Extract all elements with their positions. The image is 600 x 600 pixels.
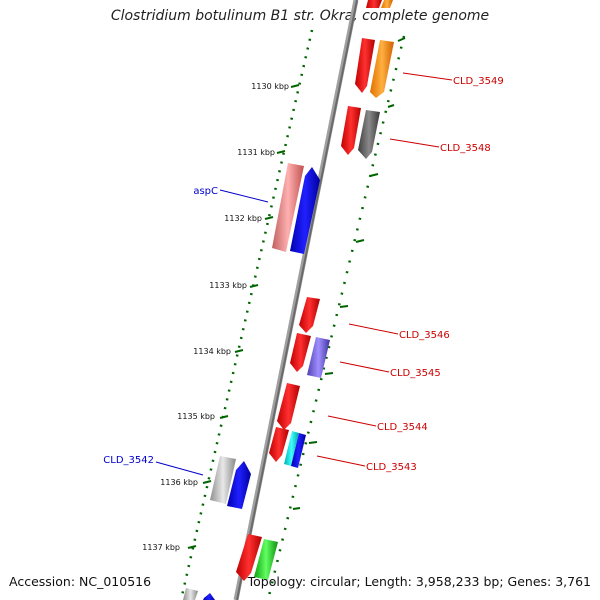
gene-arrow-blue[interactable]	[203, 593, 215, 600]
gene-arrow-red[interactable]	[290, 333, 311, 372]
gene-arrow-cyan[interactable]	[284, 431, 299, 466]
gene-label-cld-3545[interactable]: CLD_3545	[390, 368, 441, 379]
gene-label-cld-3546[interactable]: CLD_3546	[399, 330, 450, 341]
gene-features	[183, 0, 394, 600]
gene-label-cld-3549[interactable]: CLD_3549	[453, 76, 504, 87]
gene-arrow-lightgray[interactable]	[210, 456, 236, 504]
tick-label: 1133 kbp	[209, 281, 247, 290]
gene-arrow-red[interactable]	[366, 0, 382, 8]
gene-arrow-purple[interactable]	[307, 337, 330, 378]
tick-label: 1135 kbp	[177, 412, 215, 421]
genome-summary-text: Topology: circular; Length: 3,958,233 bp…	[247, 574, 591, 589]
gene-label-cld-3542[interactable]: CLD_3542	[103, 455, 154, 466]
gene-label-aspc[interactable]: aspC	[193, 186, 218, 197]
gene-arrow-red[interactable]	[355, 38, 375, 93]
tick-label: 1131 kbp	[237, 148, 275, 157]
scale-ticks	[187, 84, 300, 549]
gene-arrow-red[interactable]	[299, 297, 320, 333]
gene-arrow-red[interactable]	[277, 383, 300, 430]
tick-label: 1132 kbp	[224, 214, 262, 223]
tick-label: 1137 kbp	[142, 543, 180, 552]
gene-arrow-red[interactable]	[236, 534, 262, 581]
gene-arrow-blue[interactable]	[227, 461, 251, 509]
gene-arrow-orange[interactable]	[381, 0, 393, 8]
gene-arrow-blue[interactable]	[290, 167, 320, 254]
gene-arrow-red[interactable]	[341, 106, 361, 155]
tick-label: 1130 kbp	[251, 82, 289, 91]
accession-text: Accession: NC_010516	[9, 574, 152, 589]
scale-line-left	[179, 29, 314, 600]
gene-arrow-blue[interactable]	[291, 433, 306, 468]
gene-label-cld-3543[interactable]: CLD_3543	[366, 462, 417, 473]
scale-line-right	[266, 35, 406, 600]
gene-arrow-red[interactable]	[269, 427, 289, 462]
gene-arrow-gray[interactable]	[358, 110, 380, 159]
label-leaders	[155, 72, 453, 476]
tick-label: 1134 kbp	[193, 347, 231, 356]
gene-arrow-pink[interactable]	[272, 163, 304, 252]
gene-arrow-green[interactable]	[254, 539, 278, 580]
gene-arrow-orange[interactable]	[370, 40, 394, 98]
gene-label-cld-3548[interactable]: CLD_3548	[440, 143, 491, 154]
gene-arrow-lightgray[interactable]	[183, 588, 198, 600]
right-tick-marks	[292, 37, 406, 510]
map-title: Clostridium botulinum B1 str. Okra, comp…	[110, 8, 490, 24]
tick-label: 1136 kbp	[160, 478, 198, 487]
gene-label-cld-3544[interactable]: CLD_3544	[377, 422, 428, 433]
